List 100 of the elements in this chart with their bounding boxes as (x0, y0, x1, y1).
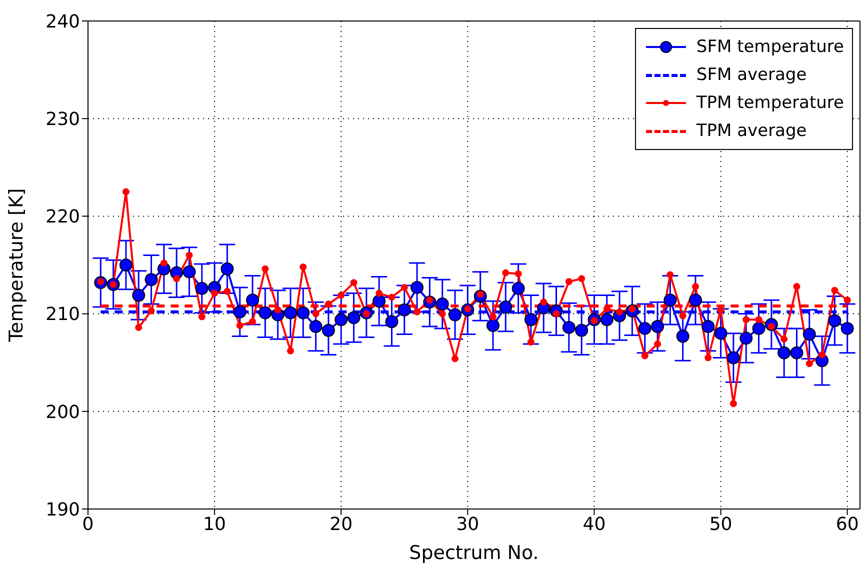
point (286, 347, 294, 354)
point (246, 294, 260, 307)
point (676, 330, 690, 343)
point (312, 310, 320, 318)
point (249, 318, 256, 326)
y-tick-label: 230 (46, 108, 80, 130)
point (578, 275, 586, 282)
point (742, 316, 750, 324)
point (616, 308, 624, 316)
point (322, 324, 335, 337)
point (233, 305, 246, 318)
x-tick-label: 30 (456, 514, 480, 535)
point (388, 294, 396, 301)
point (844, 296, 851, 304)
point (220, 262, 234, 276)
point (638, 322, 652, 335)
point (132, 288, 146, 302)
point (752, 322, 766, 335)
point (524, 313, 538, 326)
point (499, 300, 512, 314)
point (527, 338, 534, 346)
point (831, 286, 838, 294)
point (489, 313, 496, 320)
legend-label: SFM temperature (696, 37, 844, 57)
point (562, 320, 576, 334)
y-tick-label: 190 (46, 499, 80, 520)
y-tick-label: 210 (46, 304, 80, 326)
point (755, 316, 762, 324)
point (778, 346, 791, 360)
point (730, 400, 737, 408)
point (262, 265, 269, 272)
point (398, 303, 411, 316)
point (372, 294, 386, 308)
legend-label: SFM average (696, 65, 807, 85)
point (540, 298, 548, 306)
x-tick-label: 20 (330, 514, 353, 535)
y-tick-label: 220 (46, 206, 80, 228)
point (182, 265, 196, 278)
point (679, 312, 686, 320)
point (186, 252, 193, 259)
point (144, 273, 158, 286)
x-tick-label: 40 (582, 514, 606, 535)
point (692, 282, 699, 290)
point (410, 280, 424, 294)
point (641, 352, 648, 360)
point (224, 288, 231, 295)
point (119, 258, 132, 272)
point (236, 322, 244, 330)
point (160, 260, 168, 267)
point (135, 324, 142, 331)
point (565, 278, 572, 286)
point (818, 351, 826, 358)
x-axis-title: Spectrum No. (409, 542, 539, 564)
point (148, 307, 155, 314)
point (400, 284, 408, 291)
point (806, 360, 813, 368)
point (347, 311, 360, 324)
x-tick-label: 60 (836, 514, 859, 535)
x-tick-label: 10 (203, 514, 226, 535)
point (300, 263, 307, 270)
point (486, 319, 500, 332)
x-tick-label: 0 (82, 514, 94, 535)
point (793, 282, 800, 290)
point (512, 282, 525, 295)
point (726, 351, 740, 364)
point (284, 306, 297, 320)
point (702, 320, 715, 333)
point (603, 305, 610, 312)
point (651, 320, 664, 333)
point (258, 306, 272, 320)
point (436, 298, 449, 311)
point (376, 290, 383, 297)
y-tick-label: 200 (46, 402, 80, 423)
point (414, 308, 421, 316)
y-tick-label: 240 (46, 11, 80, 32)
point (790, 346, 804, 360)
point (704, 354, 712, 362)
point (211, 290, 218, 297)
point (195, 282, 208, 295)
point (654, 340, 662, 348)
point (666, 271, 674, 278)
point (502, 269, 510, 276)
point (740, 332, 753, 345)
point (334, 313, 348, 326)
point (274, 306, 282, 314)
point (198, 313, 206, 320)
point (780, 336, 788, 343)
point (173, 275, 180, 282)
point (514, 270, 522, 278)
point (828, 314, 842, 328)
y-axis-title: Temperature [K] (6, 188, 28, 343)
point (309, 320, 322, 333)
point (122, 188, 130, 196)
point (664, 294, 677, 307)
point (448, 308, 462, 322)
legend-label: TPM temperature (696, 93, 844, 113)
point (350, 279, 358, 286)
point (338, 292, 345, 299)
point (802, 328, 816, 341)
point (452, 355, 459, 362)
